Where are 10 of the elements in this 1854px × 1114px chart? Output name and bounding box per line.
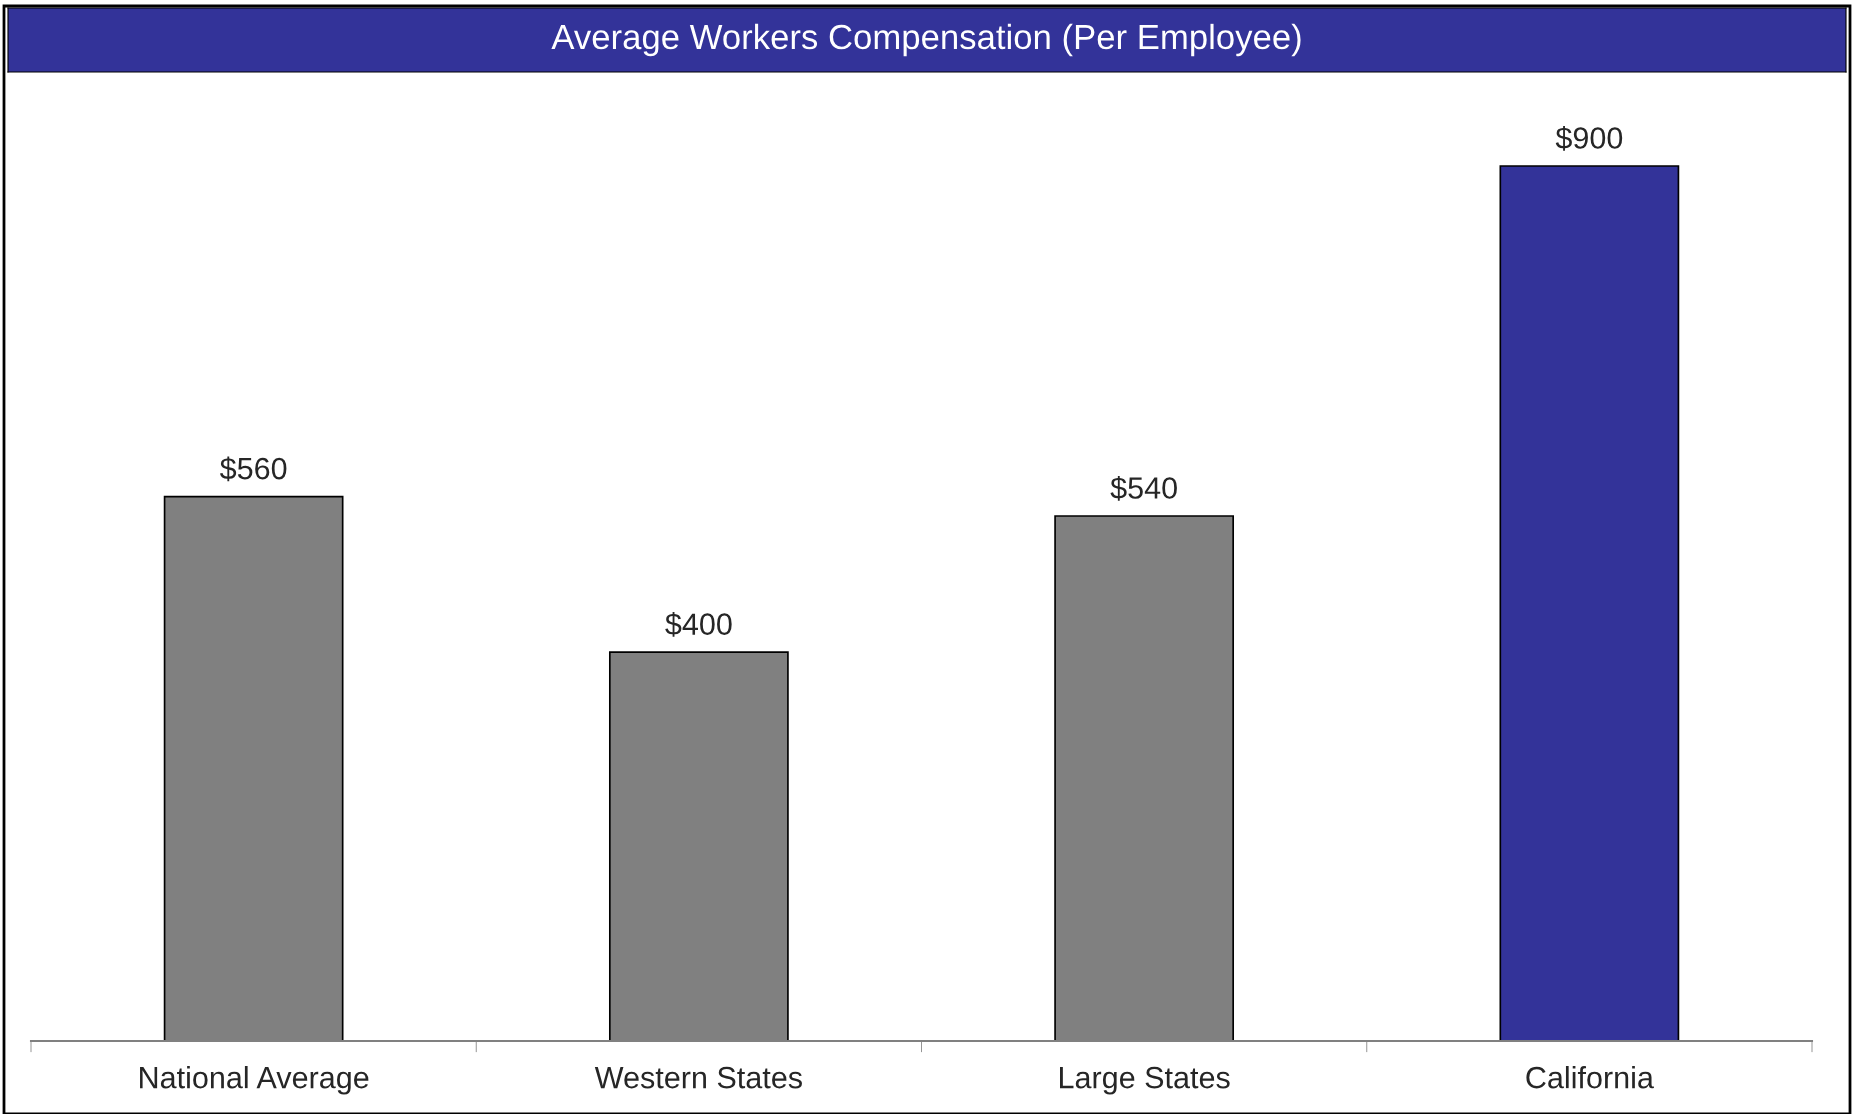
x-tick-label: Western States (594, 1066, 802, 1089)
x-tick-label: National Average (140, 1066, 369, 1095)
data-label: $560 (219, 456, 287, 482)
x-tick-label: Large States (1060, 1066, 1230, 1095)
data-label: $400 (665, 612, 732, 637)
x-tick-label: California (1526, 1066, 1654, 1089)
data-label: $900 (1555, 125, 1623, 151)
bar (1499, 165, 1680, 1041)
data-label: $540 (1110, 475, 1177, 501)
chart-title: Average Workers Compensation (Per Employee) (551, 23, 1301, 57)
